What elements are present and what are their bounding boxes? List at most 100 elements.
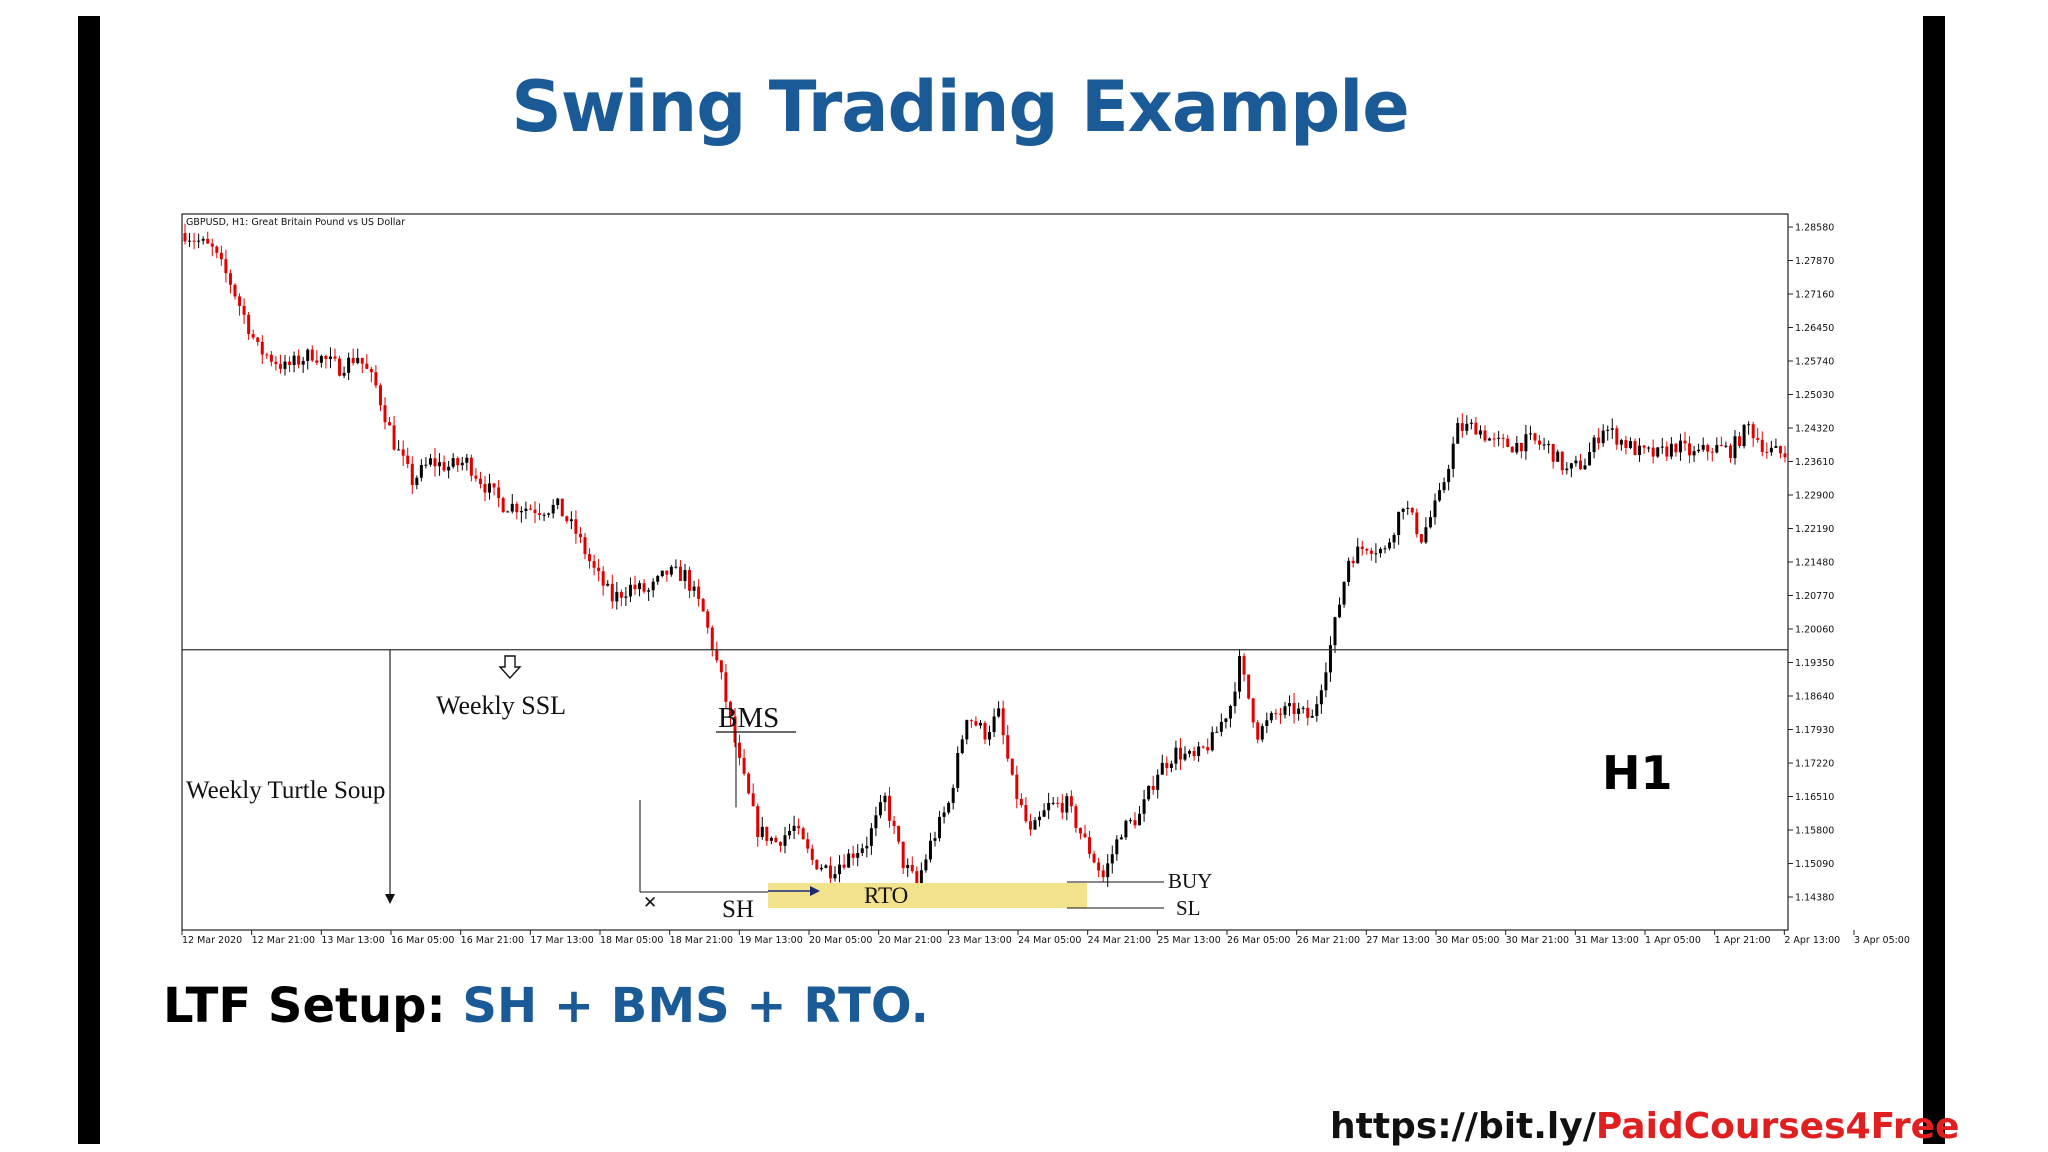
candle xyxy=(1047,792,1051,820)
candle xyxy=(1778,445,1782,459)
candle xyxy=(701,597,705,612)
candle-body xyxy=(669,566,673,575)
candle-body xyxy=(1288,703,1292,707)
candle xyxy=(692,580,696,597)
candle-body xyxy=(219,252,223,260)
candle-body xyxy=(228,273,232,285)
candle xyxy=(892,815,896,835)
candle xyxy=(878,795,882,819)
candle xyxy=(956,746,960,792)
candle-body xyxy=(1042,810,1046,817)
y-tick-label: 1.15800 xyxy=(1795,826,1834,837)
candle-body xyxy=(1133,820,1137,826)
candle xyxy=(1347,557,1351,587)
candle xyxy=(724,664,728,709)
candle-body xyxy=(1465,423,1469,431)
candle xyxy=(638,580,642,597)
candle xyxy=(1510,445,1514,453)
candle-body xyxy=(810,848,814,860)
weekly-turtle-soup-label: Weekly Turtle Soup xyxy=(186,777,385,804)
candle-body xyxy=(1597,437,1601,444)
candle xyxy=(1733,430,1737,465)
candle-body xyxy=(1610,428,1614,430)
candle xyxy=(874,806,878,837)
candle-body xyxy=(960,739,964,754)
candle-body xyxy=(410,463,414,486)
x-tick-label: 26 Mar 05:00 xyxy=(1227,935,1290,946)
x-tick-label: 30 Mar 05:00 xyxy=(1436,935,1499,946)
candle-body xyxy=(1742,424,1746,447)
candle-body xyxy=(1015,774,1019,799)
candle xyxy=(760,816,764,840)
candle-body xyxy=(310,349,314,361)
candle-body xyxy=(1647,447,1651,449)
candle-body xyxy=(265,354,269,356)
candle xyxy=(533,501,537,524)
candle-body xyxy=(528,508,532,510)
candle xyxy=(242,298,246,324)
candle-body xyxy=(469,457,473,476)
candle-body xyxy=(1333,617,1337,646)
candle-body xyxy=(1369,550,1373,554)
rto-zone xyxy=(768,883,1087,908)
candle xyxy=(742,748,746,776)
candle-body xyxy=(1201,746,1205,748)
candle-body xyxy=(578,533,582,538)
candle-body xyxy=(1669,443,1673,457)
candle-body xyxy=(1124,820,1128,838)
candle xyxy=(851,845,855,866)
candle xyxy=(1656,447,1660,458)
candle xyxy=(1247,674,1251,700)
candle-body xyxy=(269,354,273,362)
candle xyxy=(1578,453,1582,471)
candle-body xyxy=(1519,442,1523,452)
candle-body xyxy=(1783,453,1787,458)
setup-prefix: LTF Setup: xyxy=(163,978,446,1034)
candle-body xyxy=(188,240,192,242)
candle xyxy=(265,352,269,359)
candle xyxy=(1438,482,1442,503)
candle xyxy=(1074,803,1078,833)
candle-body xyxy=(969,720,973,722)
footer-link[interactable]: https://bit.ly/PaidCourses4Free xyxy=(1330,1106,1959,1147)
candle-body xyxy=(697,586,701,599)
y-tick-label: 1.25740 xyxy=(1795,357,1834,368)
candle-body xyxy=(824,865,828,868)
candle xyxy=(865,836,869,858)
candle xyxy=(1533,432,1537,445)
candle xyxy=(451,453,455,469)
candle-body xyxy=(1151,785,1155,790)
candle xyxy=(301,356,305,373)
candle xyxy=(688,566,692,599)
candle-body xyxy=(828,865,832,879)
candle xyxy=(1592,434,1596,459)
candle xyxy=(774,835,778,843)
candle xyxy=(938,810,942,842)
candle xyxy=(1474,416,1478,435)
candle-body xyxy=(865,845,869,849)
candle-body xyxy=(1192,751,1196,756)
candle-body xyxy=(506,511,510,513)
candle xyxy=(633,575,637,595)
candle-body xyxy=(1660,446,1664,448)
candle-body xyxy=(1715,445,1719,453)
candle-body xyxy=(851,853,855,858)
candle xyxy=(983,720,987,745)
candle-body xyxy=(647,590,651,592)
candle-body xyxy=(638,583,642,590)
candle-body xyxy=(928,840,932,860)
candle-body xyxy=(869,828,873,846)
candle-body xyxy=(1324,672,1328,691)
candle-body xyxy=(788,831,792,836)
candle-body xyxy=(1774,446,1778,448)
candle-body xyxy=(338,358,342,376)
candle xyxy=(1188,749,1192,758)
candle xyxy=(1688,436,1692,464)
candle-body xyxy=(328,356,332,359)
y-tick-label: 1.24320 xyxy=(1795,424,1834,435)
candle-body xyxy=(1338,604,1342,618)
candle xyxy=(1324,662,1328,698)
candle xyxy=(519,506,523,523)
candle xyxy=(947,801,951,815)
candle-body xyxy=(1128,820,1132,822)
